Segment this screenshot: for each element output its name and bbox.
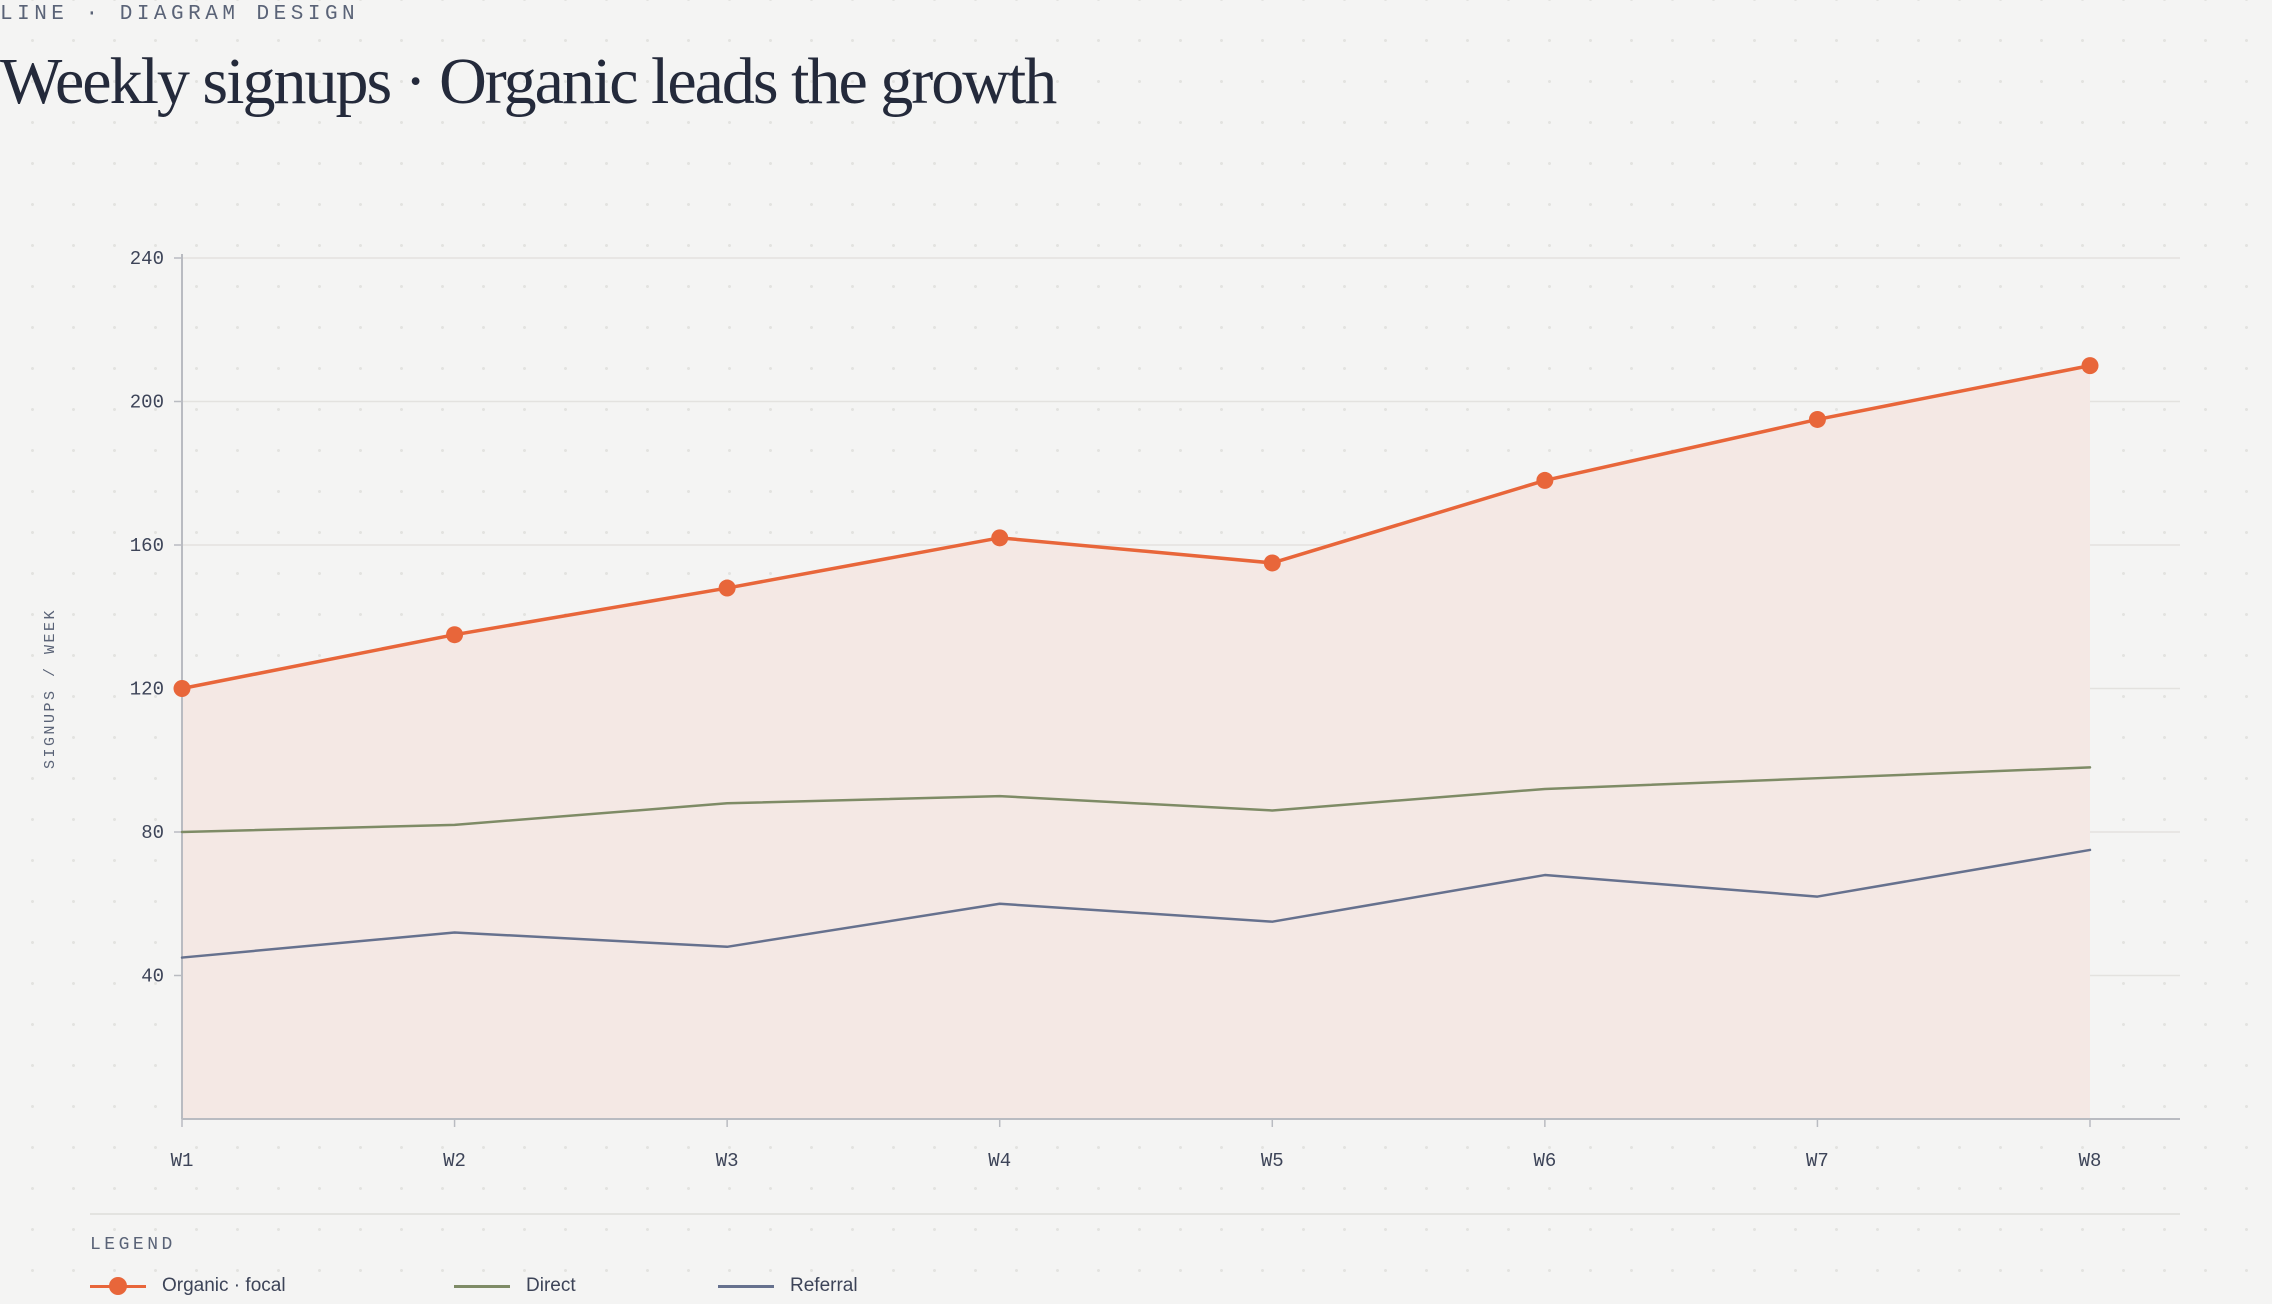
legend-item-referral: Referral xyxy=(718,1271,858,1301)
data-point-organic-w8 xyxy=(2081,357,2099,375)
x-tick-label: W6 xyxy=(1533,1150,1556,1172)
area-fills xyxy=(182,365,2090,1119)
legend-item-direct: Direct xyxy=(454,1271,576,1301)
x-tick-label: W3 xyxy=(716,1150,739,1172)
y-tick-label: 200 xyxy=(130,392,164,414)
legend-swatch-direct xyxy=(454,1271,510,1301)
line-chart: 40 80 120 160 200 240 W1 W2 W3 W4 W5 W6 W7 W8 SIGNUPS … xyxy=(42,248,2180,1172)
x-tick-label: W5 xyxy=(1261,1150,1284,1172)
x-tick-label: W1 xyxy=(171,1150,194,1172)
legend-label-direct: Direct xyxy=(526,1275,576,1296)
legend-swatch-referral xyxy=(718,1271,774,1301)
y-tick-label: 240 xyxy=(130,248,164,270)
series-lines xyxy=(180,363,2092,959)
y-tick-label: 120 xyxy=(130,679,164,701)
chart-eyebrow: LINE · DIAGRAM DESIGN xyxy=(0,3,360,26)
series-line-referral xyxy=(180,848,2092,959)
y-tick-label: 80 xyxy=(141,822,164,844)
series-line-direct xyxy=(180,766,2092,834)
data-point-organic-w5 xyxy=(1263,554,1281,572)
chart-title: Weekly signups · Organic leads the growt… xyxy=(0,45,1057,118)
tick-labels: 40 80 120 160 200 240 W1 W2 W3 W4 W5 W6 W7 W8 SIGNUPS … xyxy=(42,248,2101,1172)
data-point-organic-w4 xyxy=(991,529,1009,547)
legend-swatch-organic xyxy=(90,1271,146,1301)
x-tick-label: W7 xyxy=(1806,1150,1829,1172)
legend-item-organic: Organic · focal xyxy=(90,1271,286,1301)
series-markers xyxy=(173,357,2099,697)
legend-line-referral xyxy=(718,1285,774,1288)
y-tick-label: 40 xyxy=(141,966,164,988)
data-point-organic-w2 xyxy=(446,626,464,644)
area-fill-organic xyxy=(182,365,2090,1119)
series-line-organic xyxy=(180,363,2092,691)
legend-divider xyxy=(90,1213,2180,1215)
data-point-organic-w1 xyxy=(173,680,191,697)
y-tick-label: 160 xyxy=(130,535,164,557)
x-tick-label: W8 xyxy=(2079,1150,2102,1172)
x-tick-label: W2 xyxy=(443,1150,466,1172)
legend-dot-organic xyxy=(109,1277,127,1295)
data-point-organic-w6 xyxy=(1536,471,1554,489)
data-point-organic-w7 xyxy=(1808,410,1826,428)
legend-title: LEGEND xyxy=(90,1235,176,1255)
legend-line-direct xyxy=(454,1285,510,1288)
y-axis-title: SIGNUPS / WEEK xyxy=(42,608,59,769)
legend-label-referral: Referral xyxy=(790,1275,858,1296)
legend-label-organic: Organic · focal xyxy=(162,1275,286,1296)
x-tick-label: W4 xyxy=(988,1150,1011,1172)
data-point-organic-w3 xyxy=(718,579,736,597)
